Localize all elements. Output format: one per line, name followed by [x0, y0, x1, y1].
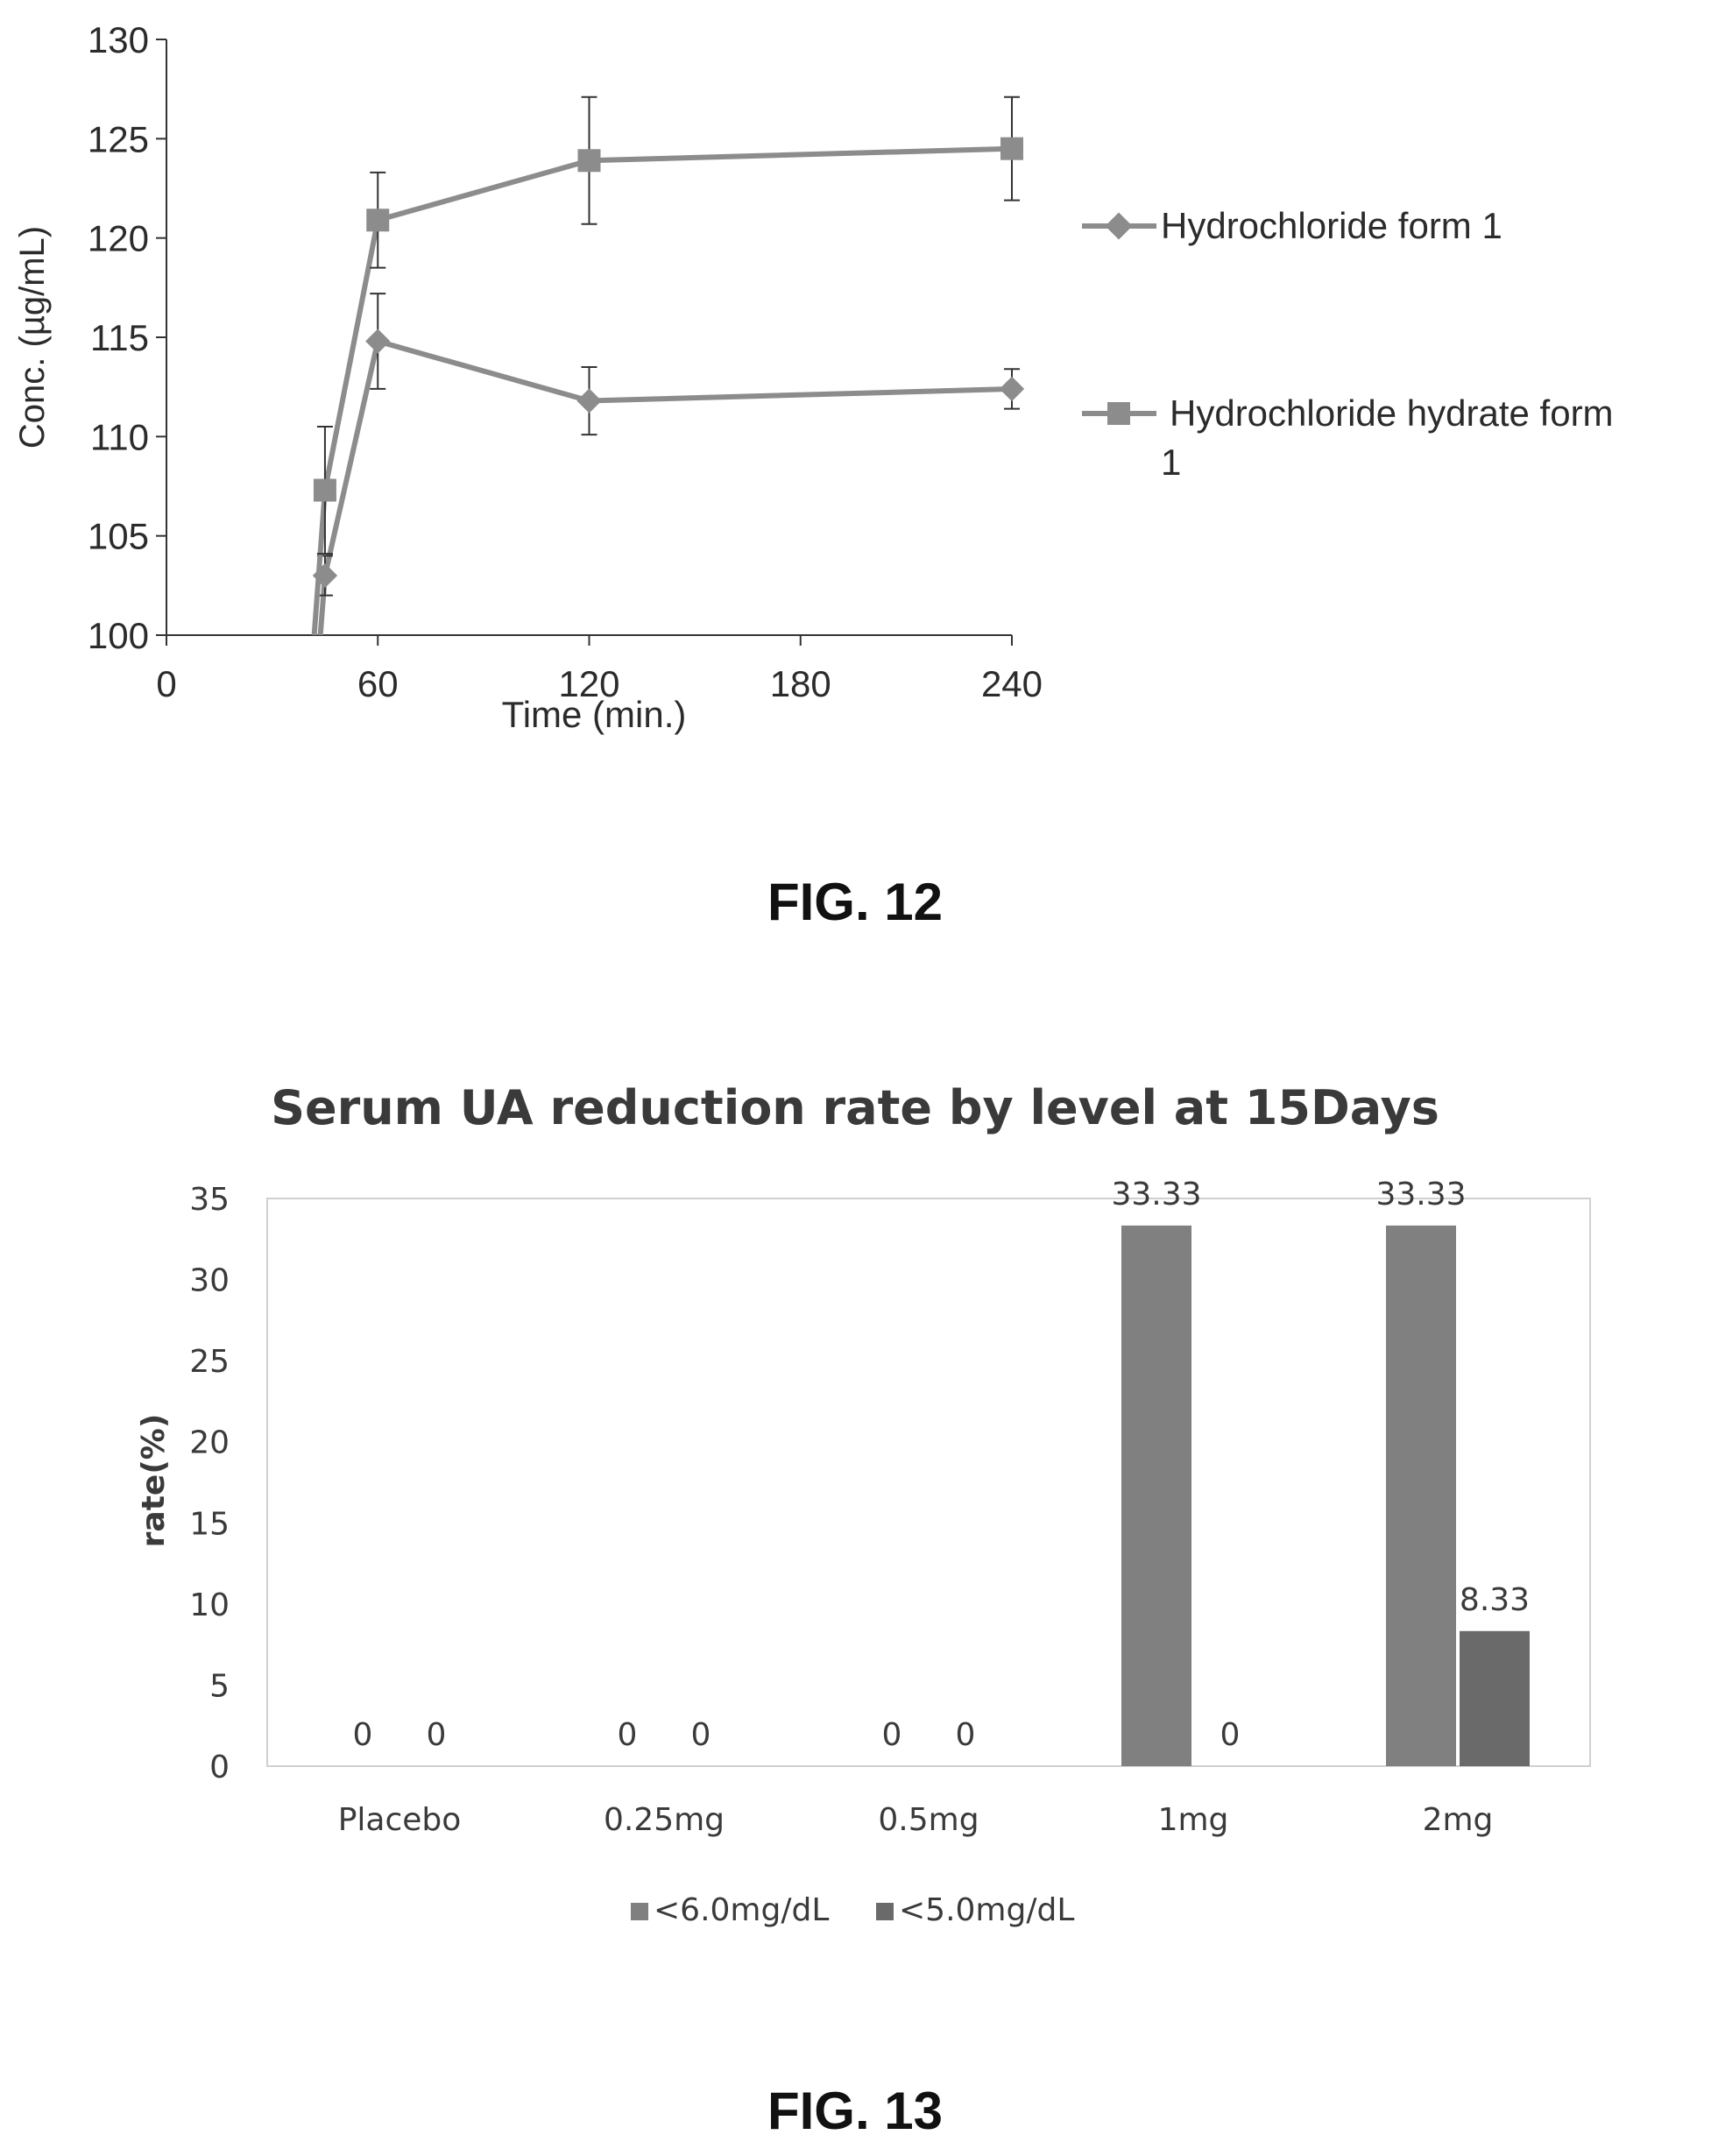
data-point	[365, 329, 391, 354]
y-tick-label: 105	[88, 516, 149, 557]
y-tick-label: 30	[189, 1263, 230, 1299]
chart-title: Serum UA reduction rate by level at 15Da…	[271, 1080, 1439, 1135]
y-tick-label: 20	[189, 1425, 230, 1461]
y-axis-label: rate(%)	[136, 1414, 172, 1548]
series-1	[312, 293, 1025, 635]
data-label: 0	[1220, 1717, 1241, 1753]
y-tick-label: 125	[88, 118, 149, 159]
y-tick-label: 35	[189, 1182, 230, 1218]
data-label: 0	[882, 1717, 902, 1753]
data-label: 33.33	[1111, 1177, 1201, 1212]
data-label: 0	[427, 1717, 447, 1753]
x-tick-label: 120	[558, 663, 619, 704]
data-label: 0	[691, 1717, 711, 1753]
x-tick-label: 240	[981, 663, 1043, 704]
data-point	[577, 149, 601, 173]
legend-swatch-series-1	[631, 1903, 648, 1920]
bar	[1386, 1225, 1456, 1766]
data-point	[366, 209, 390, 232]
y-tick-label: 115	[90, 317, 149, 358]
figure-caption-12: FIG. 12	[767, 873, 943, 931]
figure-caption-13: FIG. 13	[767, 2082, 943, 2140]
legend: <6.0mg/dL <5.0mg/dL	[631, 1892, 1074, 1928]
y-tick-label: 130	[88, 19, 149, 60]
x-tick-label: 0	[156, 663, 176, 704]
legend: Hydrochloride form 1 Hydrochloride hydra…	[1082, 205, 1623, 483]
y-axis-label: Conc. (µg/mL)	[13, 226, 52, 449]
legend-swatch-series-2	[876, 1903, 894, 1920]
y-tick-label: 10	[189, 1587, 230, 1623]
line-chart-fig12: 100 105 110 115 120 125 130 0 60 120 180 240 Time …	[13, 19, 1623, 735]
x-tick-label: 2mg	[1423, 1802, 1494, 1838]
y-tick-label: 0	[209, 1750, 230, 1785]
x-tick-label: 0.25mg	[604, 1802, 725, 1838]
series-2	[311, 95, 1023, 635]
data-point	[999, 376, 1025, 402]
legend-label-series-1: Hydrochloride form 1	[1161, 205, 1502, 246]
y-tick-label: 25	[189, 1344, 230, 1380]
x-tick-label: 180	[770, 663, 831, 704]
x-tick-label: 0.5mg	[878, 1802, 979, 1838]
legend-label-series-2: Hydrochloride hydrate form 1	[1161, 392, 1623, 483]
bar-chart-fig13: Serum UA reduction rate by level at 15Da…	[136, 1080, 1591, 1928]
legend-item-hydrochloride-form-1: Hydrochloride form 1	[1082, 205, 1502, 246]
x-axis-label: Time (min.)	[502, 694, 687, 735]
data-label: 8.33	[1460, 1582, 1530, 1618]
y-tick-label: 100	[88, 615, 149, 656]
legend-label-series-2-line-1: Hydrochloride hydrate form	[1170, 392, 1614, 434]
plot-area-frame	[266, 1198, 1591, 1767]
data-point	[313, 478, 336, 502]
data-point	[1000, 137, 1023, 160]
y-tick-label: 120	[88, 218, 149, 259]
series-line	[317, 337, 1013, 635]
x-tick-label: 1mg	[1158, 1802, 1229, 1838]
bar	[1460, 1630, 1530, 1766]
y-tick-label: 110	[90, 416, 149, 457]
legend-label-series-2-line-2: 1	[1161, 442, 1181, 483]
bar	[1121, 1225, 1191, 1766]
y-tick-label: 5	[209, 1668, 230, 1704]
y-tick-label: 15	[189, 1506, 230, 1542]
x-tick-label: 60	[357, 663, 399, 704]
x-tick-label: Placebo	[338, 1802, 462, 1838]
legend-label-series-1: <6.0mg/dL	[654, 1892, 829, 1928]
data-point	[576, 388, 602, 414]
data-label: 0	[618, 1717, 638, 1753]
data-label: 0	[956, 1717, 976, 1753]
data-label: 0	[353, 1717, 373, 1753]
legend-item-hydrochloride-hydrate-form-1: Hydrochloride hydrate form 1	[1082, 392, 1623, 483]
data-label: 33.33	[1375, 1177, 1466, 1212]
legend-label-series-2: <5.0mg/dL	[899, 1892, 1074, 1928]
